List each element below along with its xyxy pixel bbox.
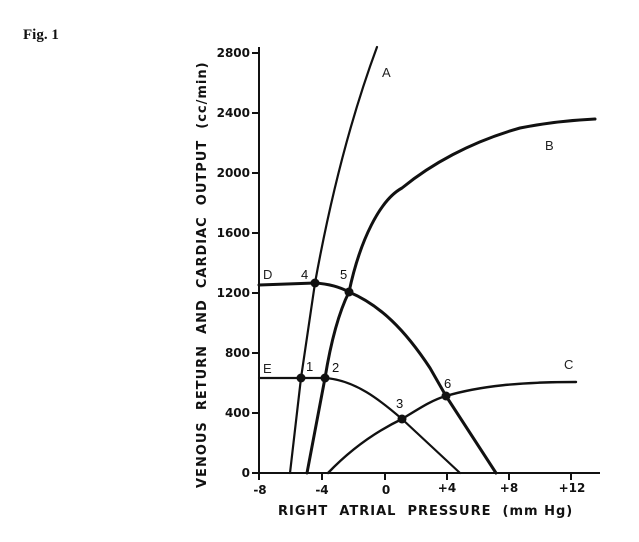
- point-2-marker: [320, 373, 330, 383]
- point-6-label: 6: [444, 376, 451, 391]
- curve-d-label: D: [263, 267, 272, 282]
- curve-e: [257, 376, 462, 475]
- y-axis: [252, 47, 260, 480]
- figure-label: Fig. 1: [23, 27, 59, 43]
- curve-c-label: C: [564, 357, 573, 372]
- point-2-label: 2: [332, 360, 339, 375]
- point-1-label: 1: [306, 359, 313, 374]
- x-tick-plus12: +12: [559, 481, 586, 495]
- point-4-marker: [310, 278, 320, 288]
- y-axis-title: VENOUS RETURN AND CARDIAC OUTPUT (cc/min…: [195, 61, 210, 488]
- point-3-label: 3: [396, 396, 403, 411]
- point-3-marker: [397, 414, 407, 424]
- y-tick-labels: 2800 2400 2000 1600 1200 800 400 0: [217, 46, 250, 480]
- y-tick-800: 800: [225, 346, 250, 360]
- y-tick-2400: 2400: [217, 106, 250, 120]
- curve-b-label: B: [545, 138, 554, 153]
- curve-e-label: E: [263, 361, 272, 376]
- curve-a-label: A: [382, 65, 391, 80]
- curve-c: [326, 380, 578, 475]
- y-tick-0: 0: [242, 466, 250, 480]
- y-tick-2800: 2800: [217, 46, 250, 60]
- curve-d: [257, 281, 498, 475]
- point-4-label: 4: [301, 267, 308, 282]
- y-tick-400: 400: [225, 406, 250, 420]
- curve-b: [305, 117, 597, 475]
- y-tick-2000: 2000: [217, 166, 250, 180]
- x-tick-plus4: +4: [438, 481, 456, 495]
- x-tick-plus8: +8: [500, 481, 518, 495]
- x-tick-minus4: -4: [315, 483, 328, 497]
- point-5-label: 5: [340, 267, 347, 282]
- x-axis: [252, 472, 600, 480]
- point-1-marker: [296, 373, 306, 383]
- x-tick-minus8: -8: [253, 483, 266, 497]
- curve-a: [288, 45, 379, 475]
- x-axis-title: RIGHT ATRIAL PRESSURE (mm Hg): [278, 504, 573, 519]
- intersection-points: [296, 278, 451, 424]
- x-tick-0: 0: [382, 483, 390, 497]
- point-6-marker: [441, 391, 451, 401]
- point-5-marker: [344, 287, 354, 297]
- x-tick-labels: -8 -4 0 +4 +8 +12: [253, 481, 585, 497]
- y-tick-1200: 1200: [217, 286, 250, 300]
- y-tick-1600: 1600: [217, 226, 250, 240]
